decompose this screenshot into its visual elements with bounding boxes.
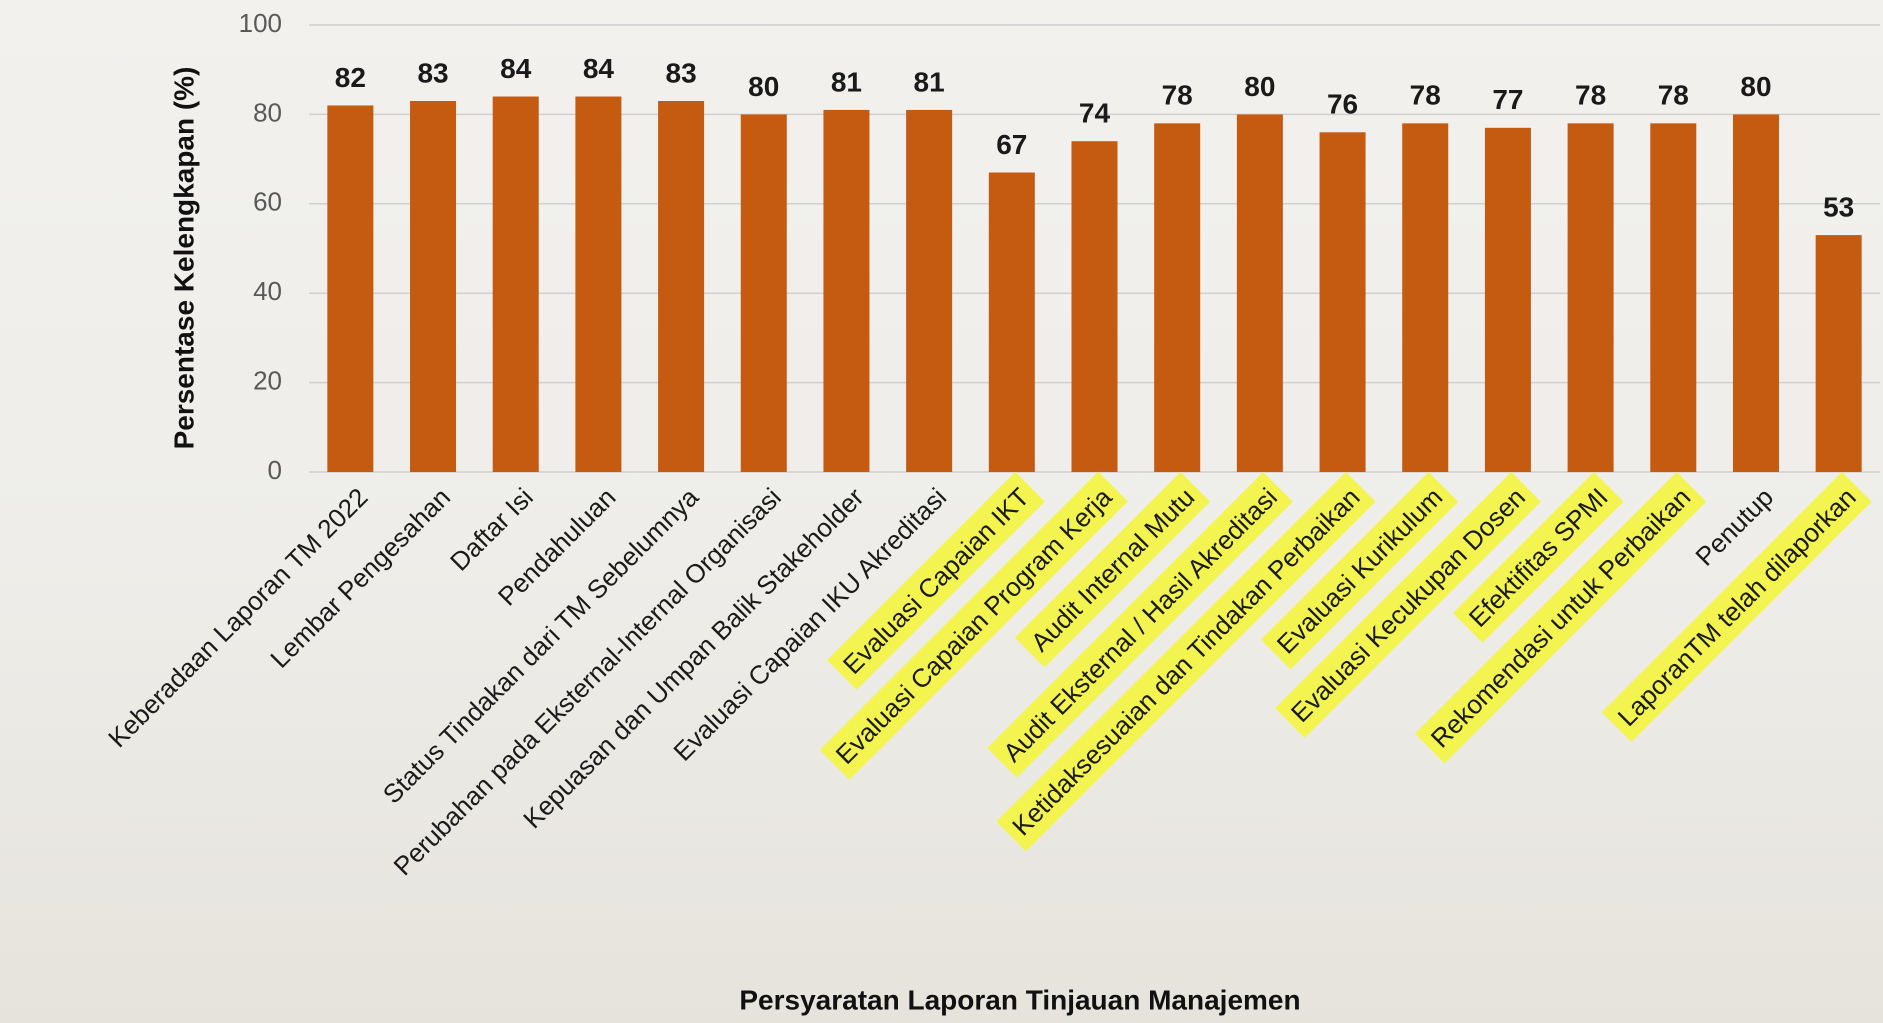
y-tick-label: 20 — [253, 365, 282, 395]
bar — [906, 110, 952, 472]
y-tick-label: 0 — [268, 455, 282, 485]
bar — [1402, 123, 1448, 472]
value-label: 78 — [1410, 80, 1441, 111]
value-label: 80 — [1244, 71, 1275, 102]
y-tick-label: 80 — [253, 97, 282, 127]
x-tick-label: Perubahan pada Eksternal-Internal Organi… — [388, 482, 787, 881]
y-axis-title: Persentase Kelengkapan (%) — [168, 67, 199, 450]
bar — [410, 101, 456, 472]
value-label: 82 — [335, 62, 366, 93]
bar — [1320, 132, 1366, 472]
value-label: 76 — [1327, 89, 1358, 120]
value-label: 67 — [996, 129, 1027, 160]
bar — [989, 173, 1035, 472]
bar — [1485, 128, 1531, 472]
value-label: 81 — [831, 66, 862, 97]
value-label: 84 — [583, 53, 615, 84]
value-label: 83 — [666, 57, 697, 88]
value-label: 77 — [1492, 84, 1523, 115]
bar — [1650, 123, 1696, 472]
bar — [1072, 141, 1118, 472]
value-label: 78 — [1162, 80, 1193, 111]
bar — [823, 110, 869, 472]
bar — [1733, 114, 1779, 472]
value-label: 78 — [1658, 80, 1689, 111]
bar — [575, 97, 621, 472]
bar — [1154, 123, 1200, 472]
x-axis-title: Persyaratan Laporan Tinjauan Manajemen — [739, 984, 1300, 1015]
value-label: 84 — [500, 53, 532, 84]
value-label: 80 — [748, 71, 779, 102]
y-tick-label: 100 — [239, 8, 282, 38]
value-label: 80 — [1740, 71, 1771, 102]
bar — [1568, 123, 1614, 472]
bar — [741, 114, 787, 472]
bar — [327, 105, 373, 472]
y-tick-label: 40 — [253, 276, 282, 306]
value-label: 78 — [1575, 80, 1606, 111]
bar — [658, 101, 704, 472]
value-label: 53 — [1823, 191, 1854, 222]
bar — [493, 97, 539, 472]
x-tick-group: Perubahan pada Eksternal-Internal Organi… — [388, 482, 787, 881]
y-tick-label: 60 — [253, 187, 282, 217]
value-label: 83 — [417, 57, 448, 88]
page: {"chart_data": { "type": "bar", "x_label… — [0, 0, 1883, 1023]
value-label: 74 — [1079, 98, 1111, 129]
bar — [1237, 114, 1283, 472]
value-label: 81 — [914, 66, 945, 97]
bar — [1816, 235, 1862, 472]
chart: Persentase Kelengkapan (%) Persyaratan L… — [0, 0, 1883, 1023]
